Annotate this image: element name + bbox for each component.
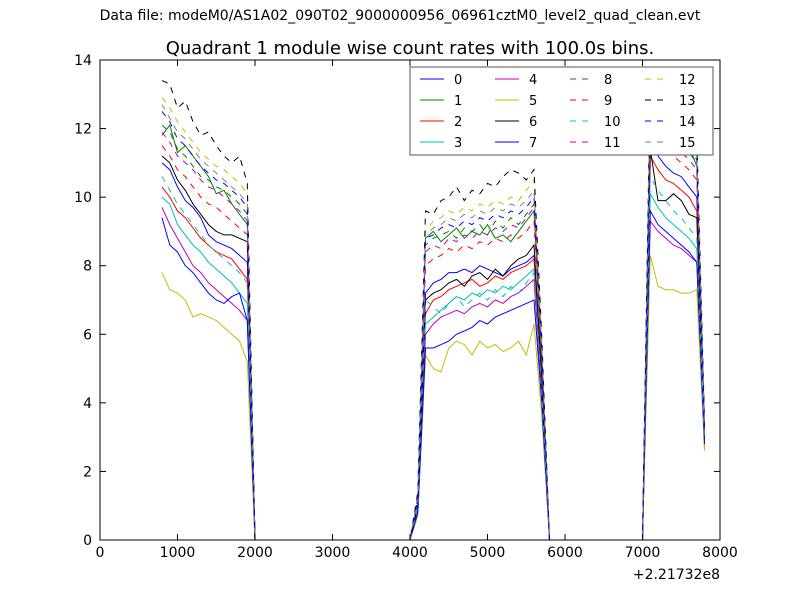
legend-label-3: 3 [454, 136, 462, 151]
legend-label-13: 13 [679, 94, 696, 109]
series-line-14 [161, 100, 705, 541]
legend-label-15: 15 [679, 136, 696, 151]
y-tick-label: 0 [83, 533, 92, 549]
legend-label-10: 10 [604, 115, 621, 130]
x-axis-offset-label: +2.21732e8 [633, 567, 720, 583]
series-line-9 [161, 126, 705, 541]
y-tick-label: 10 [74, 190, 92, 206]
legend-label-4: 4 [529, 73, 537, 88]
series-line-0 [161, 135, 705, 541]
series-line-3 [161, 191, 705, 541]
y-tick-label: 12 [74, 122, 92, 138]
legend-label-1: 1 [454, 94, 462, 109]
y-tick-label: 2 [83, 464, 92, 480]
legend-label-5: 5 [529, 94, 537, 109]
data-file-title: Data file: modeM0/AS1A02_090T02_90000009… [99, 8, 701, 24]
legend-label-12: 12 [679, 73, 696, 88]
series-line-4 [161, 207, 705, 541]
x-tick-label: 5000 [470, 545, 506, 561]
series-line-6 [161, 149, 705, 541]
legend-label-6: 6 [529, 115, 537, 130]
x-tick-label: 6000 [547, 545, 583, 561]
x-tick-label: 3000 [315, 545, 351, 561]
y-tick-label: 6 [83, 327, 92, 343]
legend-label-9: 9 [604, 94, 612, 109]
axes-layer: 0 1000 2000 3000 4000 5000 6000 7000 80000246810… [74, 53, 738, 561]
legend-label-11: 11 [604, 136, 621, 151]
series-line-8 [161, 111, 705, 541]
y-tick-label: 4 [83, 396, 92, 412]
series-line-1 [161, 102, 705, 541]
y-tick-label: 14 [74, 53, 92, 69]
x-tick-label: 2000 [237, 545, 273, 561]
legend-label-8: 8 [604, 73, 612, 88]
legend-label-7: 7 [529, 136, 537, 151]
legend-box [409, 66, 714, 156]
x-tick-label: 0 [96, 545, 105, 561]
series-line-7 [161, 209, 705, 541]
y-tick-label: 8 [83, 259, 92, 275]
x-tick-label: 1000 [160, 545, 196, 561]
legend-label-0: 0 [454, 73, 462, 88]
x-tick-label: 7000 [625, 545, 661, 561]
x-tick-label: 8000 [702, 545, 738, 561]
legend-label-14: 14 [679, 115, 696, 130]
chart-title: Quadrant 1 module wise count rates with … [166, 38, 655, 59]
x-tick-label: 4000 [392, 545, 428, 561]
series-line-11 [161, 119, 705, 541]
legend-label-2: 2 [454, 115, 462, 130]
